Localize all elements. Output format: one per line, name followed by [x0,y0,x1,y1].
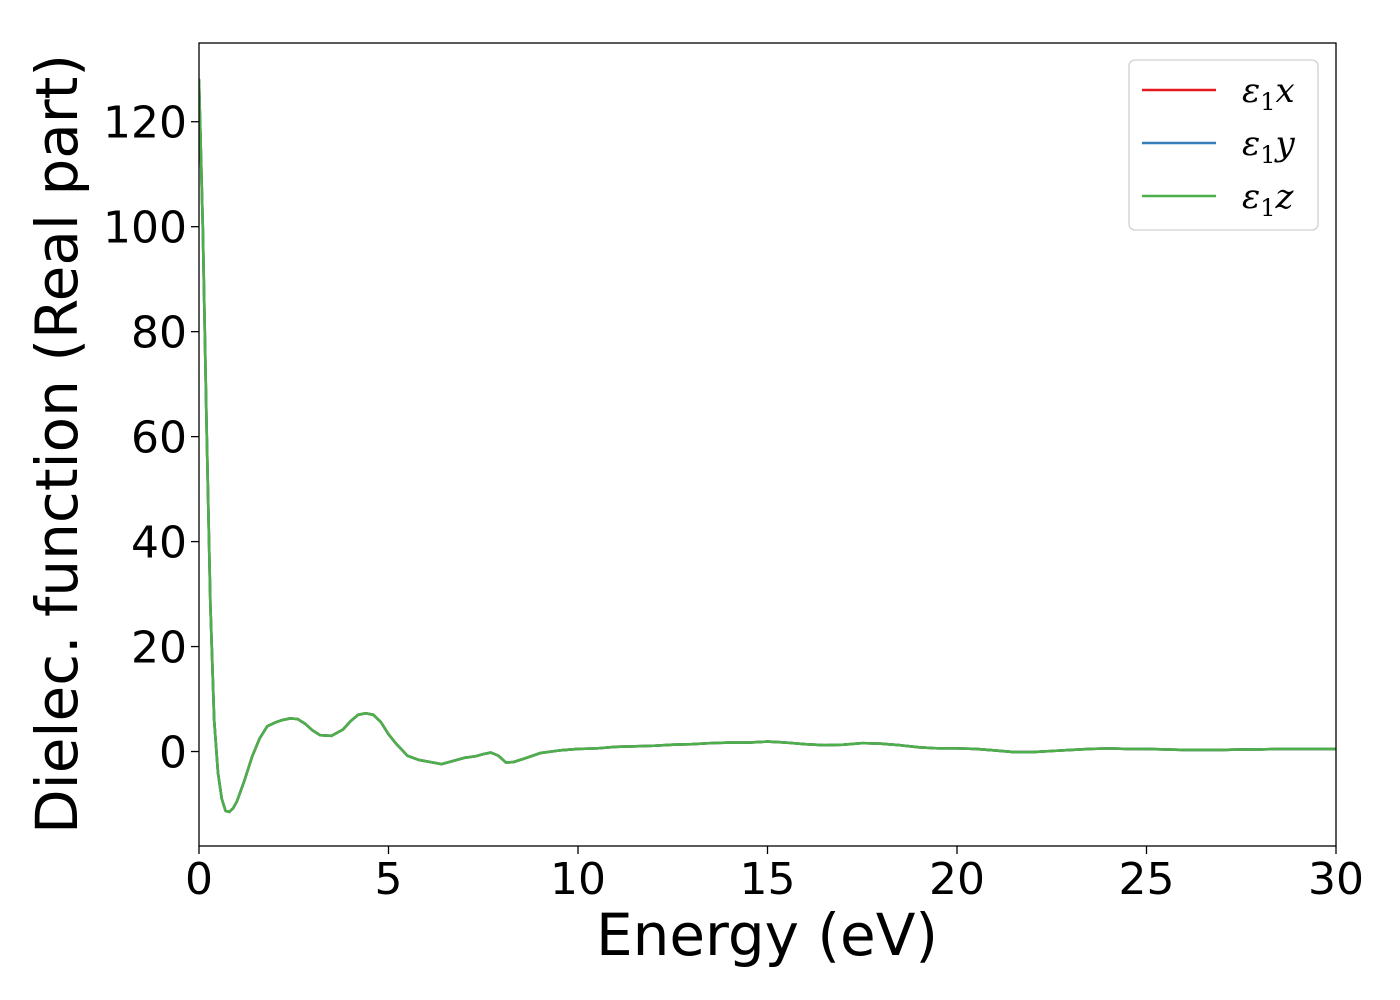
series-layer [199,78,1336,814]
x-axis-ticks: 0 5 10 15 20 25 30 [185,846,1364,905]
legend-box [1128,59,1319,231]
y-tick-label: 80 [131,308,187,359]
x-tick-label: 10 [550,854,606,905]
y-tick-label: 100 [103,203,187,254]
y-tick-label: 60 [131,413,187,464]
legend-label-y: ε1y [1242,124,1296,169]
legend-label-x: ε1x [1242,71,1295,116]
x-tick-label: 30 [1308,854,1364,905]
y-axis-ticks: 0 20 40 60 80 100 120 [103,98,199,779]
series-line-z [199,78,1336,814]
legend: ε1x ε1y ε1z [1128,59,1319,231]
x-tick-label: 5 [375,854,403,905]
x-tick-label: 25 [1119,854,1175,905]
y-tick-label: 20 [131,623,187,674]
y-axis-title: Dielec. function (Real part) [23,54,91,834]
y-tick-label: 120 [103,98,187,149]
x-tick-label: 0 [185,854,213,905]
y-tick-label: 40 [131,518,187,569]
x-axis-title: Energy (eV) [596,901,938,969]
y-tick-label: 0 [159,728,187,779]
legend-label-z: ε1z [1242,177,1295,222]
x-tick-label: 20 [929,854,985,905]
x-tick-label: 15 [740,854,796,905]
